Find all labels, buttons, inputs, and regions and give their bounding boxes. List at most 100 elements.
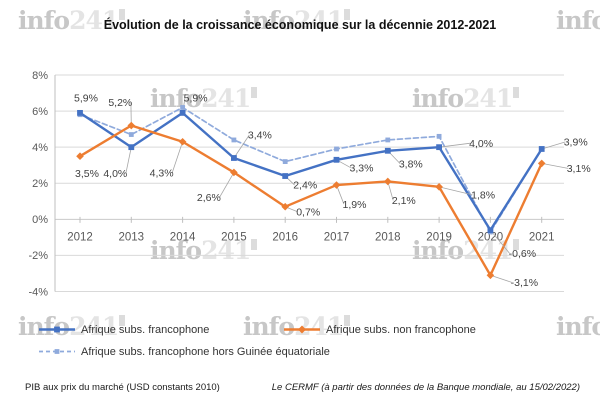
data-label: 1,9% — [343, 199, 367, 211]
legend-key-1 — [39, 326, 75, 333]
marker-diamond — [537, 159, 546, 168]
data-label: 3,8% — [399, 158, 423, 170]
marker-diamond — [230, 168, 238, 177]
legend-item-1: Afrique subs. francophone — [38, 323, 209, 336]
data-label: 4,3% — [150, 167, 174, 179]
marker-square — [436, 133, 442, 139]
data-label-leader — [490, 274, 512, 283]
data-label-leader — [541, 141, 566, 150]
y-axis-label: -4% — [28, 286, 48, 298]
y-axis-label: 4% — [32, 142, 48, 154]
marker-diamond — [127, 121, 136, 130]
data-label: 0,7% — [296, 206, 320, 218]
data-label: 3,3% — [350, 162, 374, 174]
chart-title: Évolution de la croissance économique su… — [103, 18, 497, 32]
watermark-info241: info241 — [243, 8, 351, 33]
data-label: 2,1% — [392, 195, 416, 207]
data-label: 2,4% — [293, 180, 317, 192]
y-axis-label: -2% — [28, 250, 48, 262]
x-axis-label: 2018 — [375, 231, 401, 243]
marker-square — [538, 146, 545, 152]
data-label: 2,6% — [197, 192, 221, 204]
series-line-3 — [79, 106, 543, 233]
x-axis-label: 2019 — [426, 231, 452, 243]
data-label: 4,0% — [103, 168, 127, 180]
marker-square — [282, 159, 288, 164]
marker-diamond — [332, 181, 341, 189]
legend-key-3 — [39, 349, 75, 354]
x-axis-label: 2017 — [324, 231, 350, 243]
y-axis-label: 0% — [32, 214, 48, 226]
x-axis-label: 2012 — [67, 231, 93, 243]
x-axis-label: 2014 — [170, 231, 196, 243]
y-axis-label: 2% — [32, 178, 48, 190]
data-label: 1,8% — [471, 190, 495, 202]
marker-square — [487, 227, 494, 234]
marker-diamond — [435, 183, 443, 191]
marker-diamond — [76, 152, 84, 160]
data-label-leader — [439, 142, 471, 148]
legend-label-1: Afrique subs. francophone — [81, 323, 210, 336]
legend-item-3: Afrique subs. francophone hors Guinée éq… — [38, 345, 330, 358]
footnote-source-right: Le CERMF (à partir des données de la Ban… — [271, 382, 580, 393]
watermark-info241: info241 — [18, 8, 126, 33]
legend-label-2: Afrique subs. non francophone — [326, 323, 476, 336]
legend-key-2 — [284, 325, 320, 334]
marker-diamond — [281, 202, 289, 211]
marker-square — [436, 144, 442, 151]
data-label-leader — [541, 163, 569, 169]
data-label-leader — [336, 184, 345, 205]
marker-square — [231, 137, 237, 143]
marker-square — [180, 105, 185, 110]
series-line-2 — [78, 124, 543, 277]
watermark-info241: info241 — [412, 86, 520, 111]
marker-diamond — [486, 271, 495, 280]
data-label: 3,9% — [564, 137, 588, 149]
data-label: 5,9% — [184, 93, 208, 105]
data-label-leader — [219, 172, 235, 198]
watermark-info241: info241 — [18, 314, 126, 339]
legend-item-2: Afrique subs. non francophone — [283, 323, 476, 336]
footnote-source-left: PIB aux prix du marché (USD constants 20… — [25, 382, 220, 393]
marker-diamond — [178, 137, 187, 146]
data-label-leader — [439, 186, 473, 196]
data-label-leader — [125, 147, 132, 174]
data-label: 3,1% — [567, 163, 591, 175]
y-axis-label: 8% — [32, 70, 48, 82]
marker-square — [179, 109, 186, 116]
data-label: 5,9% — [74, 93, 98, 105]
marker-square — [333, 156, 340, 163]
x-axis-label: 2015 — [221, 231, 247, 243]
y-axis-label: 6% — [32, 106, 48, 118]
x-axis-label: 2013 — [119, 231, 145, 243]
x-axis-label: 2020 — [478, 231, 504, 243]
x-axis-label: 2016 — [272, 231, 298, 243]
marker-square — [231, 155, 237, 161]
data-label: 3,4% — [248, 130, 272, 142]
marker-diamond — [384, 177, 392, 186]
marker-square — [384, 147, 391, 154]
series-line-1 — [78, 111, 543, 232]
marker-square — [334, 146, 339, 152]
watermark-info241: info241 — [150, 238, 258, 263]
marker-square — [128, 144, 135, 151]
watermark-info241: info241 — [556, 312, 600, 341]
data-label-leader — [490, 229, 510, 254]
data-label: 3,5% — [75, 168, 99, 180]
marker-square — [128, 132, 134, 137]
data-label-leader — [233, 134, 250, 159]
legend-label-3: Afrique subs. francophone hors Guinée éq… — [81, 345, 330, 358]
data-label: 4,0% — [469, 138, 493, 150]
marker-square — [282, 173, 289, 179]
data-label: -0,6% — [509, 248, 536, 260]
marker-square — [385, 137, 391, 143]
x-axis-label: 2021 — [529, 231, 555, 243]
data-label: 5,2% — [108, 97, 132, 109]
data-label-leader — [171, 141, 183, 173]
marker-square — [77, 109, 83, 116]
data-label-leader — [387, 181, 394, 201]
watermark-info241: info241 — [150, 86, 258, 111]
watermark-info241: info241 — [243, 314, 351, 339]
data-label: -3,1% — [511, 277, 538, 289]
